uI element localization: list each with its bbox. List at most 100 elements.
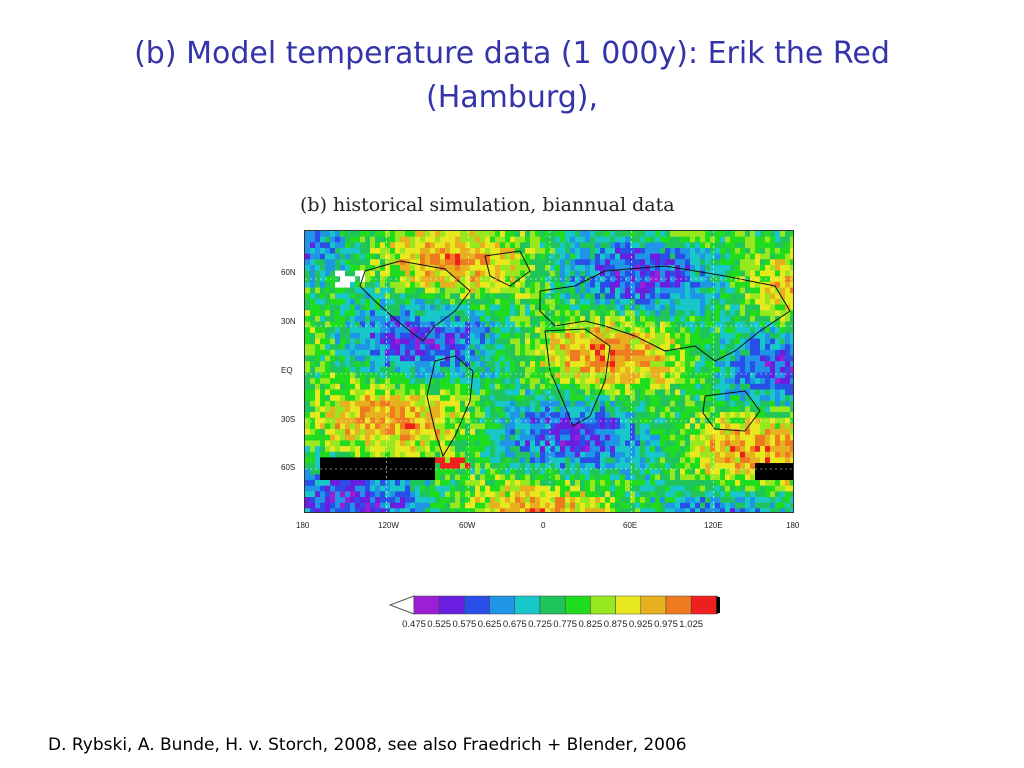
map-cell [605, 417, 611, 424]
map-cell [520, 236, 526, 243]
map-cell [695, 395, 701, 402]
map-cell [600, 253, 606, 260]
map-cell [395, 502, 401, 509]
map-cell [505, 287, 511, 294]
map-cell [370, 321, 376, 328]
map-cell [595, 366, 601, 373]
map-cell [420, 281, 426, 288]
map-cell [755, 389, 761, 396]
map-cell [495, 457, 501, 464]
map-cell [385, 327, 391, 334]
map-cell [465, 400, 471, 407]
map-cell [430, 298, 436, 305]
map-cell [335, 412, 341, 419]
map-cell [715, 463, 721, 470]
map-cell [435, 423, 441, 430]
map-cell [425, 451, 431, 458]
map-cell [400, 468, 406, 475]
map-cell [325, 247, 331, 254]
map-cell [485, 349, 491, 356]
map-cell [350, 276, 356, 283]
map-cell [595, 389, 601, 396]
map-cell [785, 361, 791, 368]
map-cell [600, 281, 606, 288]
map-cell [325, 298, 331, 305]
map-cell [310, 361, 316, 368]
map-cell [720, 287, 726, 294]
map-cell [375, 355, 381, 362]
map-cell [570, 378, 576, 385]
map-cell [710, 502, 716, 509]
map-cell [665, 485, 671, 492]
map-cell [720, 468, 726, 475]
map-cell [775, 497, 781, 503]
map-cell [580, 485, 586, 492]
map-cell [310, 231, 316, 237]
map-cell [535, 344, 541, 351]
map-cell [495, 480, 501, 486]
map-cell [625, 310, 631, 317]
map-cell [790, 247, 793, 254]
map-cell [470, 338, 476, 345]
map-cell [570, 446, 576, 453]
map-cell [530, 236, 536, 243]
map-cell [480, 451, 486, 458]
map-cell [585, 242, 591, 249]
map-cell [520, 281, 526, 288]
map-cell [515, 355, 521, 362]
map-cell [405, 417, 411, 424]
map-cell [490, 276, 496, 283]
map-cell [565, 253, 571, 260]
map-cell [310, 395, 316, 402]
map-cell [525, 457, 531, 464]
map-cell [555, 231, 561, 237]
map-cell [605, 457, 611, 464]
map-cell [315, 231, 321, 237]
map-cell [720, 423, 726, 430]
map-cell [785, 434, 791, 441]
map-cell [635, 457, 641, 464]
map-cell [595, 264, 601, 271]
map-cell [400, 344, 406, 351]
map-cell [665, 457, 671, 464]
map-cell [705, 259, 711, 266]
map-cell [440, 247, 446, 254]
map-cell [745, 259, 751, 266]
map-cell [695, 270, 701, 277]
map-cell [695, 355, 701, 362]
map-cell [595, 253, 601, 260]
map-cell [575, 315, 581, 322]
map-cell [355, 259, 361, 266]
map-cell [790, 378, 793, 385]
map-cell [745, 304, 751, 311]
map-cell [670, 298, 676, 305]
map-cell [550, 304, 556, 311]
map-cell [410, 264, 416, 271]
map-cell [775, 281, 781, 288]
map-cell [355, 378, 361, 385]
map-cell [775, 344, 781, 351]
map-cell [325, 389, 331, 396]
map-cell [485, 287, 491, 294]
map-cell [420, 457, 426, 464]
map-cell [765, 242, 771, 249]
map-cell [335, 434, 341, 441]
map-cell [620, 417, 626, 424]
map-cell [620, 259, 626, 266]
map-cell [610, 242, 616, 249]
map-cell [405, 434, 411, 441]
map-cell [700, 366, 706, 373]
map-cell [635, 372, 641, 379]
map-cell [580, 344, 586, 351]
map-cell [355, 236, 361, 243]
map-cell [460, 349, 466, 356]
map-cell [670, 406, 676, 413]
map-cell [660, 463, 666, 470]
map-cell [635, 491, 641, 498]
map-cell [445, 429, 451, 436]
map-cell [520, 259, 526, 266]
map-cell [625, 463, 631, 470]
map-cell [570, 247, 576, 254]
map-cell [525, 468, 531, 475]
map-cell [615, 310, 621, 317]
